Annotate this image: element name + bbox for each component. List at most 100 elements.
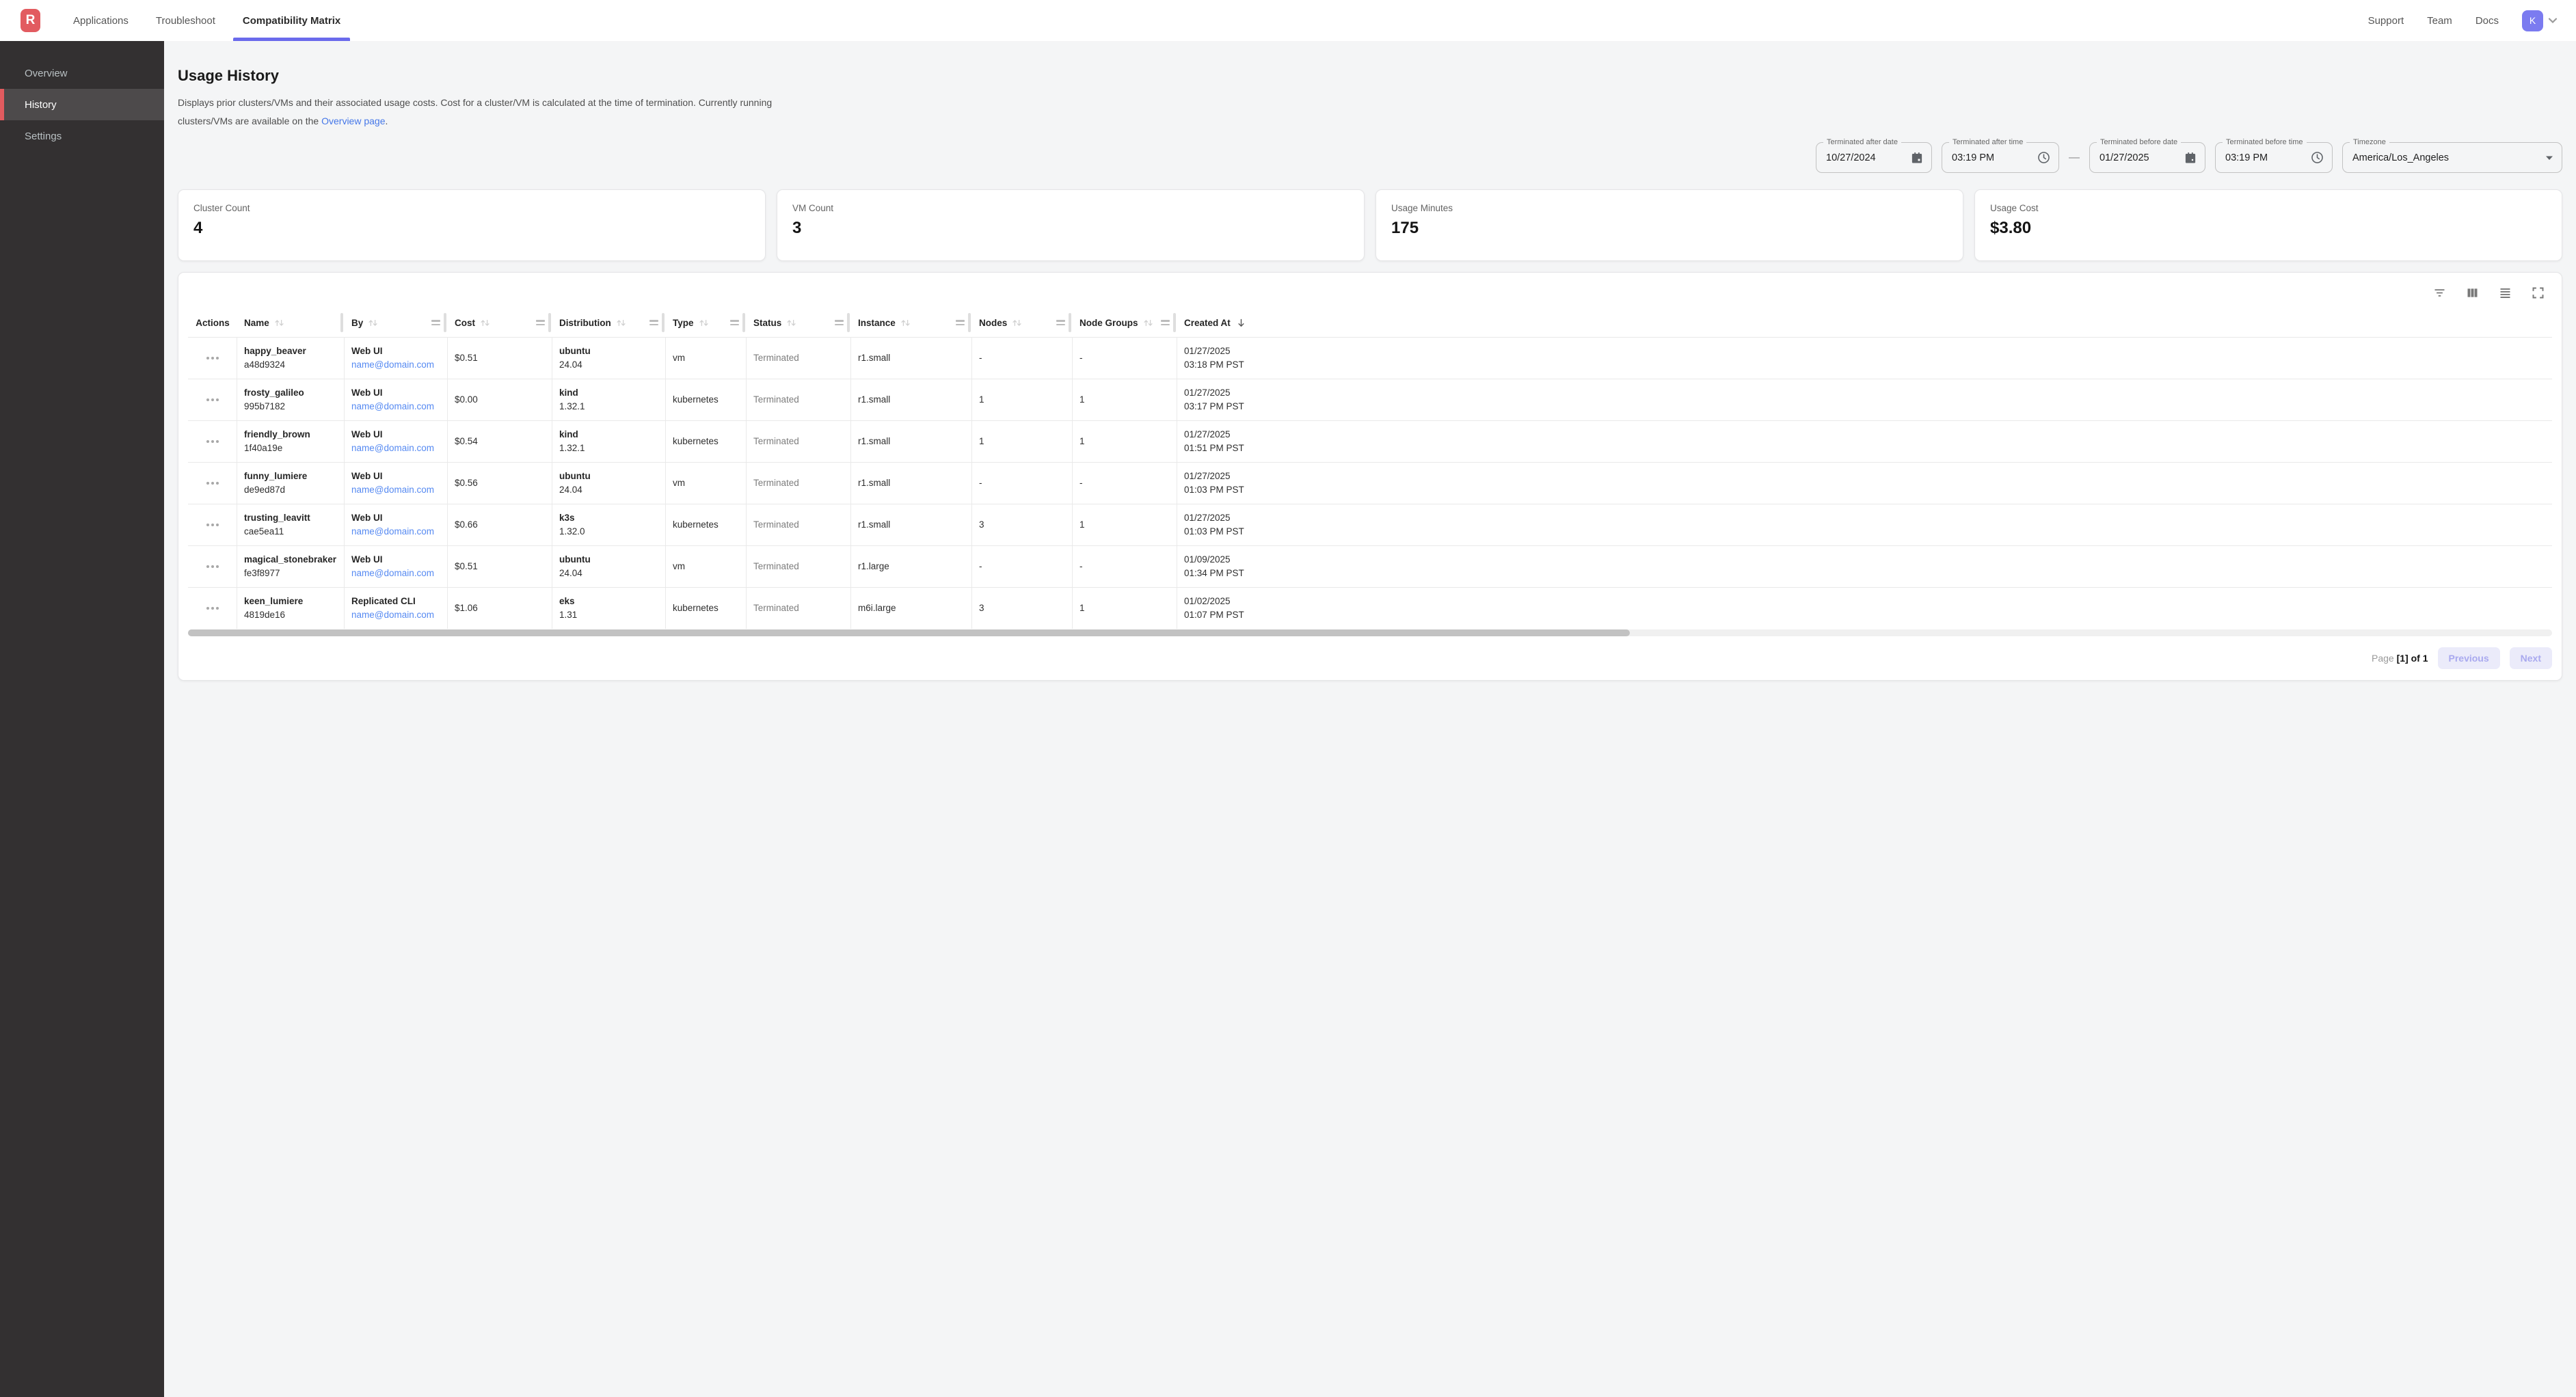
column-menu-icon[interactable] — [1161, 320, 1170, 326]
nav-tab-compatibility-matrix[interactable]: Compatibility Matrix — [232, 0, 351, 41]
column-header-name[interactable]: Name — [237, 313, 345, 333]
column-header-distribution[interactable]: Distribution — [552, 313, 666, 333]
sidebar-item-history[interactable]: History — [0, 89, 164, 120]
column-menu-icon[interactable] — [431, 320, 440, 326]
replicated-logo[interactable]: R — [21, 9, 40, 32]
email-link[interactable]: name@domain.com — [351, 401, 435, 412]
email-link[interactable]: name@domain.com — [351, 568, 435, 579]
column-header-node-groups[interactable]: Node Groups — [1073, 313, 1177, 333]
timezone-select[interactable]: Timezone America/Los_Angeles — [2342, 138, 2562, 174]
terminated-before-date-input[interactable]: Terminated before date 01/27/2025 — [2089, 138, 2205, 174]
fullscreen-icon[interactable] — [2531, 286, 2545, 300]
nav-tab-applications[interactable]: Applications — [73, 14, 129, 27]
row-actions-button[interactable] — [188, 504, 237, 546]
row-actions-button[interactable] — [188, 463, 237, 504]
sidebar-item-settings[interactable]: Settings — [25, 130, 62, 142]
column-header-by[interactable]: By — [345, 313, 448, 333]
cell-distribution: kind 1.32.1 — [552, 379, 666, 421]
sort-icon[interactable] — [1012, 318, 1022, 328]
next-button[interactable]: Next — [2509, 647, 2552, 670]
column-menu-icon[interactable] — [956, 320, 965, 326]
sort-icon[interactable] — [274, 318, 284, 328]
sidebar-item-overview[interactable]: Overview — [25, 67, 68, 79]
column-resize-separator[interactable] — [1069, 313, 1071, 333]
cell-distribution: eks 1.31 — [552, 588, 666, 629]
row-actions-button[interactable] — [188, 421, 237, 463]
column-header-instance[interactable]: Instance — [851, 313, 972, 333]
table-row-frosty-galileo: frosty_galileo 995b7182 Web UI name@domain.… — [188, 379, 2552, 421]
table-body: happy_beaver a48d9324 Web UI name@domain.co… — [188, 337, 2552, 629]
column-resize-separator[interactable] — [968, 313, 971, 333]
column-header-type[interactable]: Type — [666, 313, 747, 333]
avatar[interactable]: K — [2522, 10, 2543, 31]
column-resize-separator[interactable] — [340, 313, 343, 333]
cell-nodes: - — [972, 463, 1073, 504]
column-label: Status — [753, 317, 782, 328]
dropdown-arrow-icon[interactable] — [2536, 155, 2553, 161]
cell-distribution: ubuntu 24.04 — [552, 338, 666, 379]
sort-icon[interactable] — [1143, 318, 1153, 328]
ellipsis-icon — [206, 607, 219, 610]
sort-icon[interactable] — [786, 318, 796, 328]
horizontal-scrollbar[interactable] — [188, 629, 2552, 637]
row-actions-button[interactable] — [188, 379, 237, 421]
sort-icon[interactable] — [480, 318, 490, 328]
terminated-after-date-input[interactable]: Terminated after date 10/27/2024 — [1816, 138, 1932, 174]
column-menu-icon[interactable] — [1056, 320, 1065, 326]
filter-icon[interactable] — [2432, 286, 2447, 300]
sort-icon[interactable] — [368, 318, 378, 328]
density-icon[interactable] — [2498, 286, 2512, 300]
columns-icon[interactable] — [2465, 286, 2480, 300]
calendar-icon[interactable] — [1901, 152, 1923, 164]
email-link[interactable]: name@domain.com — [351, 360, 435, 370]
overview-page-link[interactable]: Overview page — [321, 115, 386, 126]
column-resize-separator[interactable] — [847, 313, 850, 333]
email-link[interactable]: name@domain.com — [351, 485, 435, 496]
previous-button[interactable]: Previous — [2437, 647, 2500, 670]
cell-distribution: k3s 1.32.0 — [552, 504, 666, 546]
nav-link-team[interactable]: Team — [2427, 14, 2452, 27]
cell-node-groups: - — [1073, 546, 1177, 588]
clock-icon[interactable] — [2301, 151, 2324, 164]
column-menu-icon[interactable] — [835, 320, 844, 326]
sort-icon[interactable] — [699, 318, 709, 328]
email-link[interactable]: name@domain.com — [351, 443, 435, 454]
column-resize-separator[interactable] — [662, 313, 665, 333]
sort-desc-icon[interactable] — [1235, 317, 1247, 329]
column-resize-separator[interactable] — [742, 313, 745, 333]
column-header-actions: Actions — [188, 318, 237, 328]
scrollbar-thumb[interactable] — [188, 629, 1631, 637]
email-link[interactable]: name@domain.com — [351, 610, 435, 621]
clock-icon[interactable] — [2028, 151, 2050, 164]
row-actions-button[interactable] — [188, 338, 237, 379]
column-resize-separator[interactable] — [1173, 313, 1176, 333]
column-menu-icon[interactable] — [536, 320, 545, 326]
column-resize-separator[interactable] — [548, 313, 551, 333]
row-actions-button[interactable] — [188, 588, 237, 629]
column-header-nodes[interactable]: Nodes — [972, 313, 1073, 333]
cell-by: Replicated CLI name@domain.com — [345, 588, 448, 629]
terminated-before-time-input[interactable]: Terminated before time 03:19 PM — [2215, 138, 2333, 174]
column-header-created-at[interactable]: Created At — [1177, 317, 1265, 329]
cell-type: kubernetes — [666, 421, 747, 463]
terminated-after-time-input[interactable]: Terminated after time 03:19 PM — [1942, 138, 2059, 174]
nav-link-support[interactable]: Support — [2367, 14, 2404, 27]
table-row-happy-beaver: happy_beaver a48d9324 Web UI name@domain.co… — [188, 337, 2552, 379]
column-header-cost[interactable]: Cost — [448, 313, 552, 333]
row-actions-button[interactable] — [188, 546, 237, 588]
nav-tab-troubleshoot[interactable]: Troubleshoot — [155, 14, 215, 27]
calendar-icon[interactable] — [2175, 152, 2197, 164]
column-menu-icon[interactable] — [649, 320, 658, 326]
user-menu[interactable]: K — [2522, 10, 2558, 31]
email-link[interactable]: name@domain.com — [351, 526, 435, 537]
column-label: Nodes — [979, 317, 1008, 328]
sort-icon[interactable] — [900, 318, 911, 328]
ellipsis-icon — [206, 440, 219, 444]
column-menu-icon[interactable] — [730, 320, 739, 326]
cell-name: happy_beaver a48d9324 — [237, 338, 345, 379]
column-resize-separator[interactable] — [444, 313, 446, 333]
nav-link-docs[interactable]: Docs — [2475, 14, 2499, 27]
cell-distribution: ubuntu 24.04 — [552, 463, 666, 504]
column-header-status[interactable]: Status — [747, 313, 851, 333]
sort-icon[interactable] — [616, 318, 626, 328]
